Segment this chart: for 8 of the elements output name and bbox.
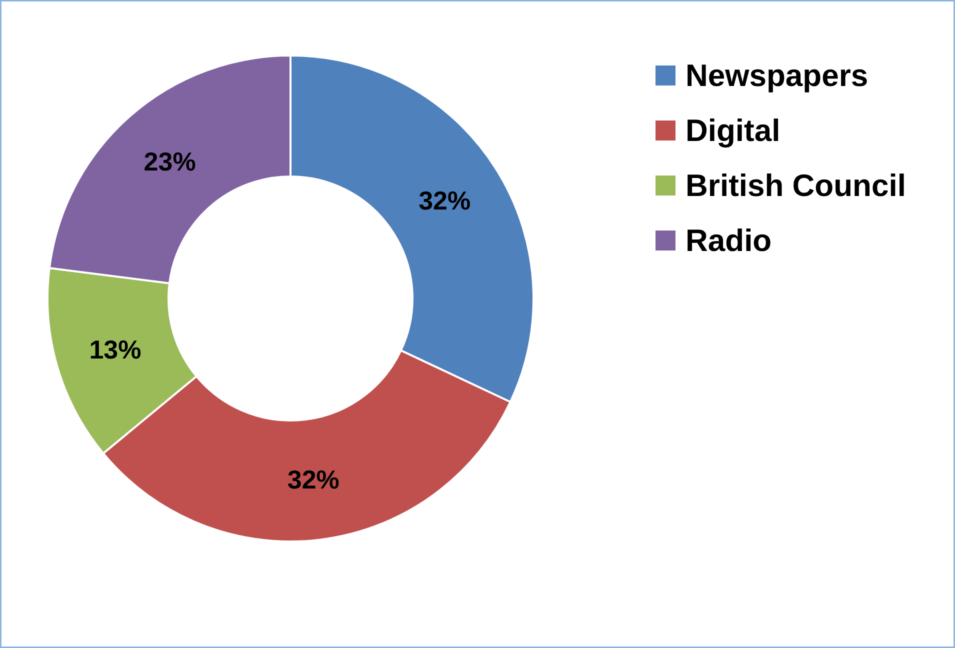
legend-label: Radio [686,223,772,258]
legend-label: Newspapers [686,58,868,93]
data-label: 32% [418,186,471,216]
legend-label: British Council [686,168,906,203]
data-label: 23% [144,146,196,177]
data-label: 13% [89,334,142,364]
legend-label: Digital [686,113,780,148]
data-label: 32% [287,464,340,495]
